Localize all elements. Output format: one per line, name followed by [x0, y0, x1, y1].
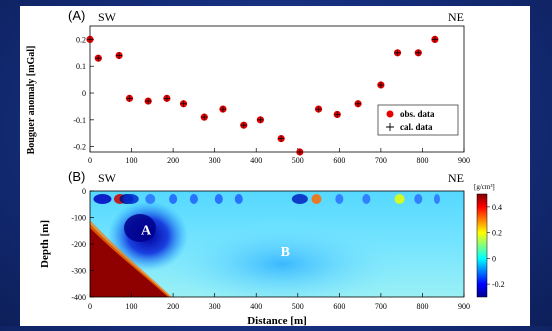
panel-a-y-tick-label: -0.1	[73, 116, 86, 125]
cal-data-series	[87, 36, 438, 155]
panel-a-y-tick-label: 0.1	[76, 62, 86, 71]
shallow-anomaly	[234, 194, 243, 204]
panel-b-sw-label: SW	[98, 171, 117, 185]
annotation-a: A	[141, 224, 152, 239]
panel-a-sw-label: SW	[98, 10, 117, 24]
shallow-anomaly	[335, 194, 344, 204]
colorbar-unit: [g/cm³]	[474, 183, 495, 191]
cal-data-point	[145, 98, 152, 105]
cal-data-point	[126, 95, 133, 102]
shallow-anomaly	[433, 194, 440, 204]
panel-b-y-tick-label: -100	[71, 214, 86, 223]
panel-a-x-tick-label: 400	[250, 156, 262, 165]
cal-data-point	[257, 116, 264, 123]
panel-a-x-tick-label: 300	[209, 156, 221, 165]
panel-a-x-tick-label: 600	[333, 156, 345, 165]
panel-b-x-ticks: 0 100 200 300 400 500 600 700 800 900	[88, 293, 470, 311]
panel-b-y-tick-label: -200	[71, 240, 86, 249]
panel-b-ylabel: Depth [m]	[39, 220, 51, 268]
shallow-anomaly	[145, 194, 156, 204]
figure: (A) SW NE Bouguer anomaly [mGal] -0.2 -0.…	[20, 6, 530, 327]
anomaly-a-core	[124, 214, 156, 242]
panel-b-x-tick-label: 700	[375, 302, 387, 311]
legend-cal-marker	[386, 123, 394, 131]
cal-data-point	[240, 122, 247, 129]
shallow-anomaly	[394, 194, 405, 204]
panel-b-x-tick-label: 200	[167, 302, 179, 311]
panel-b-label: (B)	[68, 169, 85, 184]
annotation-b: B	[281, 245, 290, 260]
panel-a-legend: obs. data cal. data	[377, 104, 459, 136]
panel-b-x-tick-label: 800	[416, 302, 428, 311]
panel-a-label: (A)	[68, 8, 85, 23]
panel-a-y-tick-label: -0.2	[73, 143, 86, 152]
panel-b-y-tick-label: 0	[82, 187, 86, 196]
colorbar-tick-label: -0.2	[492, 280, 505, 289]
high-density-wedge	[90, 224, 170, 297]
panel-b-x-tick-label: 100	[126, 302, 138, 311]
panel-a-x-tick-label: 100	[126, 156, 138, 165]
legend-obs-label: obs. data	[400, 109, 435, 119]
panel-b-ne-label: NE	[448, 171, 464, 185]
cal-data-point	[377, 81, 384, 88]
panel-b-y-tick-label: -400	[71, 293, 86, 302]
colorbar	[476, 193, 488, 298]
cal-data-point	[431, 36, 438, 43]
panel-a-x-tick-label: 500	[292, 156, 304, 165]
shallow-anomaly	[189, 194, 198, 204]
cal-data-point	[201, 114, 208, 121]
shallow-anomaly	[93, 194, 112, 204]
density-model	[90, 191, 464, 297]
cal-data-point	[278, 135, 285, 142]
shallow-anomaly	[362, 194, 371, 204]
panel-a-x-tick-label: 200	[167, 156, 179, 165]
panel-a-y-tick-label: 0	[82, 89, 86, 98]
panel-a-x-tick-label: 800	[416, 156, 428, 165]
cal-data-point	[87, 36, 93, 43]
shallow-anomalies	[93, 194, 440, 204]
legend-obs-marker	[386, 110, 394, 118]
panel-b-x-tick-label: 900	[458, 302, 470, 311]
colorbar-tick-label: 0.4	[492, 203, 502, 212]
cal-data-point	[163, 95, 170, 102]
panel-a-ylabel: Bouguer anomaly [mGal]	[26, 46, 37, 155]
cal-data-point	[116, 52, 123, 59]
panel-b-x-tick-label: 0	[88, 302, 92, 311]
cal-data-point	[219, 106, 226, 113]
cal-data-point	[95, 55, 102, 62]
cal-data-point	[394, 49, 401, 56]
shallow-anomaly	[311, 194, 322, 204]
shallow-anomaly	[291, 194, 308, 204]
panel-b-x-tick-label: 400	[250, 302, 262, 311]
figure-svg: (A) SW NE Bouguer anomaly [mGal] -0.2 -0.…	[26, 8, 505, 327]
cal-data-point	[315, 106, 322, 113]
cal-data-point	[296, 149, 303, 155]
shallow-anomaly	[214, 194, 223, 204]
colorbar-ticks: 0.4 0.2 0 -0.2	[487, 203, 505, 289]
panel-b-x-tick-label: 500	[292, 302, 304, 311]
shallow-anomaly	[414, 194, 423, 204]
panel-b-y-ticks: 0 -100 -200 -300 -400	[71, 187, 94, 302]
panel-a-x-tick-label: 900	[458, 156, 470, 165]
cal-data-point	[355, 100, 362, 107]
legend-box	[377, 104, 459, 136]
panel-b-x-tick-label: 600	[333, 302, 345, 311]
shallow-anomaly	[169, 194, 178, 204]
anomaly-b-region	[162, 219, 402, 297]
legend-cal-label: cal. data	[400, 122, 433, 132]
cal-data-point	[415, 49, 422, 56]
colorbar-tick-label: 0.2	[492, 229, 502, 238]
panel-b-x-tick-label: 300	[209, 302, 221, 311]
shallow-anomaly	[122, 194, 139, 204]
cal-data-point	[334, 111, 341, 118]
panel-a-y-tick-label: 0.2	[76, 35, 86, 44]
panel-a-x-tick-label: 0	[88, 156, 92, 165]
panel-a-ne-label: NE	[448, 10, 464, 24]
panel-b-xlabel: Distance [m]	[247, 315, 307, 326]
colorbar-tick-label: 0	[492, 254, 496, 263]
cal-data-point	[180, 100, 187, 107]
panel-a-x-tick-label: 700	[375, 156, 387, 165]
panel-b-y-tick-label: -300	[71, 267, 86, 276]
panel-a-x-ticks: 0 100 200 300 400 500 600 700 800 900	[88, 148, 470, 165]
